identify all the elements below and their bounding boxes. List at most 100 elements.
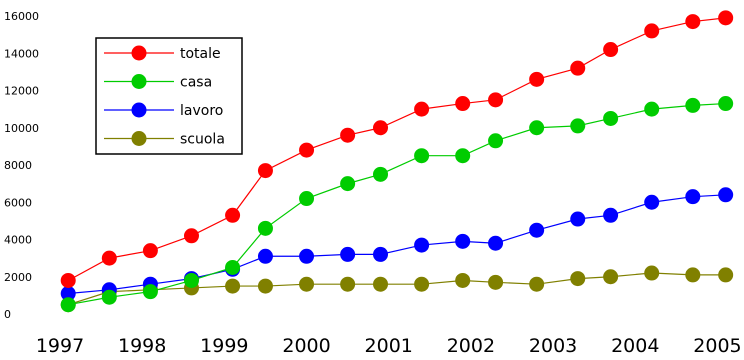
data-point (373, 166, 389, 182)
data-point (225, 278, 241, 294)
data-point (488, 274, 504, 290)
legend-item-totale: totale (104, 45, 221, 62)
y-axis: 0 2000 4000 6000 8000 10000 12000 14000 16000 (4, 10, 39, 321)
x-tick-label: 2004 (611, 335, 659, 357)
data-point (183, 272, 199, 288)
data-point (101, 250, 117, 266)
x-tick-label: 2003 (529, 335, 577, 357)
legend-item-scuola: scuola (104, 131, 225, 148)
data-point (488, 92, 504, 108)
data-point (455, 148, 471, 164)
series-totale (60, 10, 734, 288)
y-tick-label: 10000 (4, 122, 39, 135)
data-point (685, 189, 701, 205)
data-point (340, 127, 356, 143)
series-line (68, 272, 726, 306)
legend-marker (131, 131, 147, 146)
data-point (455, 96, 471, 112)
x-tick-label: 2002 (447, 335, 495, 357)
data-point (414, 237, 430, 253)
data-point (455, 233, 471, 249)
data-point (414, 276, 430, 292)
data-point (718, 267, 734, 283)
data-point (299, 248, 315, 264)
data-point (340, 276, 356, 292)
series-casa (60, 96, 734, 313)
data-point (183, 228, 199, 244)
x-tick-label: 1998 (118, 335, 166, 357)
data-point (225, 207, 241, 223)
legend-label: totale (180, 46, 221, 62)
data-point (257, 163, 273, 179)
y-tick-label: 12000 (4, 85, 39, 98)
y-tick-label: 2000 (4, 271, 32, 284)
data-point (488, 133, 504, 149)
data-point (644, 101, 660, 117)
data-point (529, 276, 545, 292)
data-point (570, 118, 586, 134)
data-point (373, 246, 389, 262)
x-tick-label: 2005 (693, 335, 741, 357)
data-point (685, 97, 701, 113)
data-point (603, 42, 619, 58)
data-point (60, 286, 76, 302)
data-point (603, 269, 619, 285)
data-point (142, 243, 158, 259)
data-point (718, 10, 734, 26)
x-axis: 1997 1998 1999 2000 2001 2002 2003 2004 2005 (36, 335, 742, 357)
data-point (685, 267, 701, 283)
y-tick-label: 4000 (4, 234, 32, 247)
legend-item-casa: casa (104, 74, 212, 91)
y-tick-label: 14000 (4, 47, 39, 60)
data-point (142, 284, 158, 300)
data-point (644, 23, 660, 39)
data-point (373, 120, 389, 136)
data-point (603, 207, 619, 223)
data-point (299, 276, 315, 292)
data-point (60, 272, 76, 288)
legend-marker (131, 102, 147, 118)
data-point (570, 271, 586, 287)
legend-item-lavoro: lavoro (104, 102, 223, 119)
data-point (718, 187, 734, 203)
y-tick-label: 8000 (4, 159, 32, 172)
data-point (488, 235, 504, 251)
data-point (529, 120, 545, 136)
data-point (644, 265, 660, 281)
legend-marker (131, 74, 147, 89)
x-tick-label: 2000 (282, 335, 330, 357)
data-point (257, 220, 273, 236)
legend-marker (131, 45, 147, 61)
data-point (570, 60, 586, 76)
data-point (570, 211, 586, 227)
data-point (603, 110, 619, 126)
legend-label: lavoro (180, 103, 223, 119)
data-point (299, 142, 315, 158)
y-tick-label: 0 (4, 308, 11, 321)
series-layer (60, 10, 734, 313)
data-point (60, 297, 76, 313)
data-point (340, 246, 356, 262)
data-point (373, 276, 389, 292)
data-point (685, 14, 701, 30)
data-point (299, 191, 315, 207)
y-tick-label: 16000 (4, 10, 39, 23)
x-tick-label: 1999 (200, 335, 248, 357)
data-point (101, 289, 117, 305)
data-point (225, 259, 241, 275)
data-point (414, 101, 430, 117)
data-point (455, 272, 471, 288)
data-point (529, 222, 545, 238)
data-point (414, 148, 430, 164)
y-tick-label: 6000 (4, 196, 32, 209)
data-point (644, 194, 660, 210)
data-point (718, 96, 734, 112)
legend-box (95, 37, 243, 155)
data-point (340, 176, 356, 192)
legend: totale casa lavoro scuola (95, 37, 243, 155)
data-point (257, 278, 273, 294)
legend-label: casa (180, 75, 212, 91)
data-point (529, 71, 545, 87)
legend-label: scuola (180, 132, 225, 148)
